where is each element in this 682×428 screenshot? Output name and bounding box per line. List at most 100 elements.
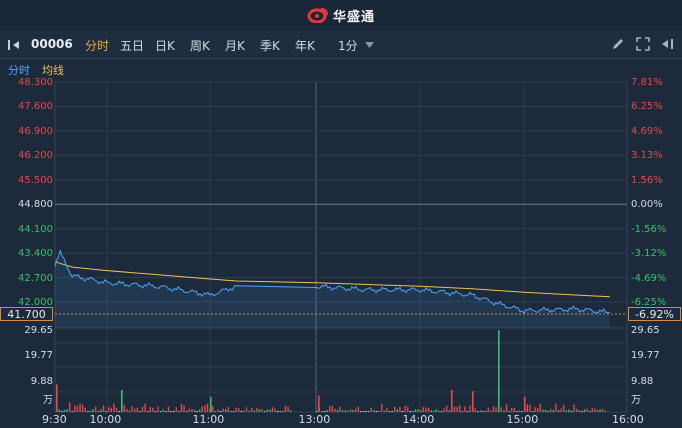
pencil-icon[interactable] — [611, 37, 625, 51]
tab-weekly-k[interactable]: 周K — [190, 39, 210, 53]
volume-bar-107 — [357, 406, 359, 412]
volume-bar-126 — [407, 406, 409, 412]
tab-five-day[interactable]: 五日 — [120, 39, 145, 53]
tab-yearly-k[interactable]: 年K — [295, 39, 315, 53]
volume-bar-101 — [342, 410, 344, 412]
volume-bar-6 — [71, 411, 73, 412]
tab-quarterly-k[interactable]: 季K — [260, 39, 280, 53]
time-label: 16:00 — [612, 413, 644, 426]
volume-bar-159 — [492, 406, 495, 412]
app-header: 华盛通 — [0, 0, 682, 30]
volume-bar-115 — [378, 410, 380, 412]
volume-bar-174 — [531, 411, 534, 412]
volume-tall-4 — [318, 395, 320, 412]
volume-bar-116 — [381, 403, 383, 412]
volume-bar-77 — [256, 407, 258, 412]
volume-bar-8 — [76, 405, 79, 412]
volume-bar-57 — [204, 405, 206, 412]
huasheng-logo-icon — [307, 8, 328, 23]
volume-bar-165 — [508, 410, 510, 412]
volume-bar-176 — [537, 408, 539, 412]
volume-bar-9 — [79, 403, 81, 412]
price-label: 47.600 — [18, 101, 53, 113]
volume-bar-197 — [591, 408, 593, 412]
volume-bar-139 — [440, 411, 443, 412]
symbol-code: 00006 — [31, 37, 73, 51]
volume-bar-60 — [212, 406, 214, 412]
volume-bar-96 — [329, 406, 331, 412]
volume-label-right: 29.65 — [631, 325, 660, 336]
volume-bar-27 — [126, 409, 128, 412]
volume-bar-102 — [344, 410, 346, 412]
volume-bar-34 — [144, 403, 146, 412]
fullscreen-icon[interactable] — [636, 37, 650, 51]
volume-peak-0 — [472, 391, 474, 412]
volume-bar-147 — [461, 411, 463, 412]
price-label: 44.800 — [18, 199, 53, 211]
volume-bar-183 — [555, 403, 557, 412]
volume-bar-118 — [386, 408, 388, 412]
volume-bar-71 — [240, 410, 242, 412]
volume-bar-170 — [521, 411, 523, 412]
interval-select[interactable]: 1分 — [338, 39, 358, 53]
volume-bar-104 — [349, 409, 352, 412]
tab-monthly-k[interactable]: 月K — [225, 39, 245, 53]
volume-bar-132 — [422, 407, 424, 412]
volume-bar-122 — [396, 409, 398, 412]
volume-bar-66 — [227, 407, 229, 412]
pct-label: 7.81% — [631, 77, 663, 88]
volume-bar-65 — [225, 409, 227, 412]
volume-bar-188 — [568, 409, 570, 412]
price-label: 42.000 — [18, 297, 53, 308]
volume-bar-145 — [456, 407, 458, 412]
volume-bar-196 — [589, 411, 591, 412]
volume-bar-150 — [469, 405, 471, 412]
volume-bar-177 — [539, 403, 541, 412]
volume-bar-32 — [139, 411, 141, 412]
volume-bar-172 — [526, 404, 528, 412]
volume-bar-146 — [459, 405, 461, 412]
time-label: 11:00 — [192, 413, 225, 426]
volume-bar-45 — [173, 410, 175, 412]
volume-label: 29.65 — [24, 325, 53, 336]
volume-bar-140 — [443, 408, 445, 412]
legend-bar: 分时 均线 — [0, 59, 682, 79]
volume-bar-79 — [261, 409, 263, 412]
volume-bar-178 — [542, 409, 544, 412]
volume-bar-10 — [82, 404, 84, 412]
pct-label: -4.69% — [631, 272, 667, 284]
volume-bar-41 — [162, 409, 164, 412]
volume-bar-109 — [362, 411, 365, 412]
expand-panel-icon[interactable] — [660, 37, 674, 51]
volume-bar-95 — [326, 410, 328, 412]
price-area — [55, 250, 610, 328]
tab-daily-k[interactable]: 日K — [155, 39, 175, 53]
chevron-down-icon[interactable] — [365, 42, 374, 48]
volume-bar-114 — [375, 410, 378, 412]
average-line — [54, 261, 610, 298]
volume-bar-14 — [92, 409, 94, 412]
volume-bar-148 — [464, 406, 466, 412]
volume-bar-179 — [544, 409, 547, 412]
volume-bar-131 — [420, 410, 422, 412]
volume-bar-70 — [238, 408, 240, 412]
volume-bar-93 — [321, 411, 323, 412]
volume-bar-13 — [89, 410, 92, 412]
volume-bar-156 — [485, 410, 487, 412]
tab-intraday[interactable]: 分时 — [85, 39, 110, 53]
legend-average-line: 均线 — [42, 64, 64, 77]
volume-bar-164 — [505, 403, 508, 412]
collapse-panel-icon[interactable] — [7, 39, 21, 51]
volume-bar-48 — [180, 403, 183, 412]
volume-bar-18 — [102, 405, 105, 412]
chart-frame — [54, 81, 628, 413]
volume-bar-35 — [147, 411, 149, 412]
volume-bar-50 — [186, 411, 188, 412]
volume-bar-112 — [370, 408, 372, 412]
volume-bar-53 — [193, 409, 196, 412]
time-label: 14:00 — [402, 413, 435, 426]
volume-bar-39 — [157, 406, 159, 412]
volume-bar-180 — [547, 411, 549, 412]
volume-bar-202 — [604, 410, 606, 412]
